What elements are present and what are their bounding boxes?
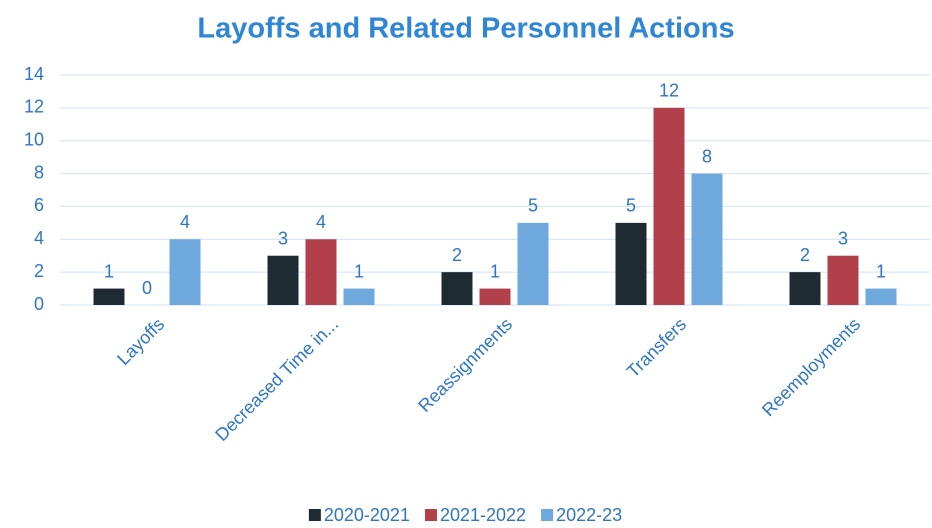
data-label: 4 bbox=[180, 212, 190, 232]
data-label: 5 bbox=[626, 196, 636, 216]
data-label: 1 bbox=[490, 261, 500, 281]
legend-swatch bbox=[424, 509, 437, 521]
y-tick-label: 2 bbox=[34, 261, 44, 281]
chart-title: Layoffs and Related Personnel Actions bbox=[197, 13, 734, 45]
bar bbox=[343, 288, 375, 305]
data-label: 4 bbox=[316, 212, 326, 232]
y-tick-label: 12 bbox=[24, 97, 44, 117]
bar bbox=[789, 272, 821, 305]
data-label: 8 bbox=[702, 146, 712, 166]
bar bbox=[691, 173, 723, 305]
data-label: 5 bbox=[528, 196, 538, 216]
bar bbox=[267, 255, 299, 305]
y-tick-label: 0 bbox=[34, 294, 44, 314]
legend-swatch bbox=[308, 509, 321, 521]
legend-swatch bbox=[541, 509, 554, 521]
legend-label: 2020-2021 bbox=[324, 505, 410, 525]
bar bbox=[517, 222, 549, 305]
data-label: 1 bbox=[104, 261, 114, 281]
y-tick-label: 8 bbox=[34, 162, 44, 182]
y-tick-label: 6 bbox=[34, 195, 44, 215]
y-tick-label: 4 bbox=[34, 228, 44, 248]
x-tick-label: Layoffs bbox=[113, 314, 168, 369]
bar bbox=[479, 288, 511, 305]
data-label: 3 bbox=[838, 228, 848, 248]
data-label: 3 bbox=[278, 228, 288, 248]
bar bbox=[93, 288, 125, 305]
legend-label: 2022-23 bbox=[556, 505, 622, 525]
bar bbox=[615, 222, 647, 305]
data-label: 1 bbox=[876, 261, 886, 281]
bar bbox=[865, 288, 897, 305]
data-label: 2 bbox=[452, 245, 462, 265]
bar bbox=[441, 272, 473, 305]
x-tick-label: Reassignments bbox=[414, 314, 516, 416]
bar bbox=[305, 239, 337, 305]
y-tick-label: 14 bbox=[24, 64, 44, 84]
data-label: 12 bbox=[659, 81, 679, 101]
data-label: 0 bbox=[142, 278, 152, 298]
x-tick-label: Reemployments bbox=[758, 314, 864, 420]
x-tick-label: Decreased Time in... bbox=[211, 314, 342, 445]
bar bbox=[827, 255, 859, 305]
data-label: 2 bbox=[800, 245, 810, 265]
data-label: 1 bbox=[354, 261, 364, 281]
bar bbox=[653, 107, 685, 305]
bar bbox=[169, 239, 201, 305]
y-tick-label: 10 bbox=[24, 129, 44, 149]
x-tick-label: Transfers bbox=[623, 314, 690, 381]
legend-label: 2021-2022 bbox=[440, 505, 526, 525]
